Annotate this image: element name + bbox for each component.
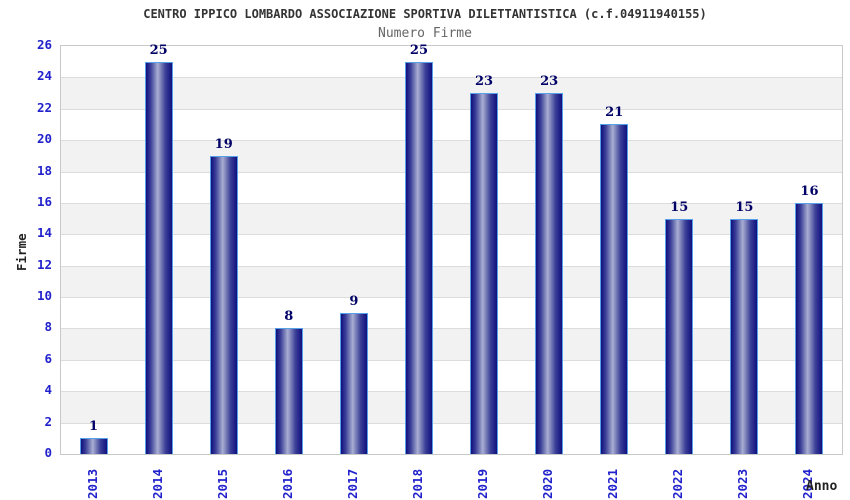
plot-band	[61, 265, 842, 298]
gridline	[61, 359, 842, 361]
gridline	[61, 297, 842, 299]
x-tick-label-2018: 2018	[409, 468, 425, 499]
x-tick-label-2021: 2021	[605, 468, 621, 499]
gridline	[61, 328, 842, 330]
bar-value-label: 8	[284, 309, 294, 325]
y-tick-label: 10	[36, 288, 52, 304]
gridline	[61, 171, 842, 173]
plot-band	[61, 359, 842, 392]
plot-band	[61, 77, 842, 109]
gridline	[61, 108, 842, 110]
bar-2018	[404, 61, 433, 454]
y-tick-label: 8	[44, 319, 52, 335]
chart-title: CENTRO IPPICO LOMBARDO ASSOCIAZIONE SPOR…	[143, 7, 707, 21]
gridline	[61, 422, 842, 424]
bar-2023	[730, 218, 759, 454]
bar-value-label: 23	[540, 74, 559, 90]
bar-value-label: 21	[605, 105, 624, 121]
bar-2017	[339, 312, 368, 454]
y-tick-label: 22	[36, 99, 52, 115]
y-axis-title: Firme	[14, 233, 29, 271]
x-tick-label-2017: 2017	[344, 468, 360, 499]
plot-band	[61, 422, 842, 454]
plot-band	[61, 108, 842, 141]
y-tick-label: 24	[36, 68, 52, 84]
y-tick-label: 18	[36, 162, 52, 178]
bar-value-label: 15	[670, 199, 689, 215]
gridline	[61, 391, 842, 393]
plot-area: 1 25 19 8 9 25 23 23 21 15 15 16	[60, 42, 843, 455]
x-tick-label-2016: 2016	[279, 468, 295, 499]
bar-2024	[795, 202, 824, 454]
x-axis-title: Anno	[806, 479, 838, 494]
y-tick-label: 0	[44, 445, 52, 460]
x-tick-label-2022: 2022	[670, 468, 686, 499]
y-tick-label: 6	[44, 350, 52, 366]
bar-value-label: 1	[89, 419, 99, 435]
x-tick-label-2015: 2015	[214, 468, 230, 499]
x-tick-label-2023: 2023	[735, 468, 751, 499]
gridline	[61, 77, 842, 79]
bar-value-label: 25	[409, 42, 428, 58]
x-tick-label-2013: 2013	[84, 468, 100, 499]
gridline	[61, 202, 842, 204]
plot-band	[61, 171, 842, 203]
y-tick-label: 4	[44, 382, 52, 398]
x-tick-label-2014: 2014	[149, 468, 165, 499]
bar-2022	[665, 218, 694, 454]
y-tick-label: 2	[44, 413, 52, 429]
plot-band	[61, 140, 842, 172]
bar-value-label: 25	[149, 42, 168, 58]
bar-2016	[274, 328, 303, 454]
bar-2020	[535, 93, 564, 454]
gridline	[61, 265, 842, 267]
bar-value-label: 19	[214, 136, 233, 152]
x-tick-label-2019: 2019	[475, 468, 491, 499]
plot-band	[61, 46, 842, 78]
x-tick-label-2020: 2020	[540, 468, 556, 499]
bar-value-label: 16	[800, 183, 819, 199]
y-tick-label: 16	[36, 193, 52, 209]
gridline	[61, 140, 842, 142]
plot-band	[61, 297, 842, 329]
plot-band	[61, 391, 842, 423]
chart-subtitle: Numero Firme	[378, 26, 472, 41]
bar-value-label: 9	[349, 293, 359, 309]
bar-2015	[209, 155, 238, 454]
bar-2021	[600, 124, 629, 454]
plot-band	[61, 234, 842, 266]
plot-band	[61, 328, 842, 360]
bar-2014	[144, 61, 173, 454]
bar-2013	[79, 438, 108, 454]
y-tick-label: 20	[36, 131, 52, 147]
bar-value-label: 23	[474, 74, 494, 90]
bar-value-label: 15	[735, 199, 754, 215]
bar-2019	[470, 93, 499, 454]
plot-band	[61, 202, 842, 235]
gridline	[61, 234, 842, 236]
